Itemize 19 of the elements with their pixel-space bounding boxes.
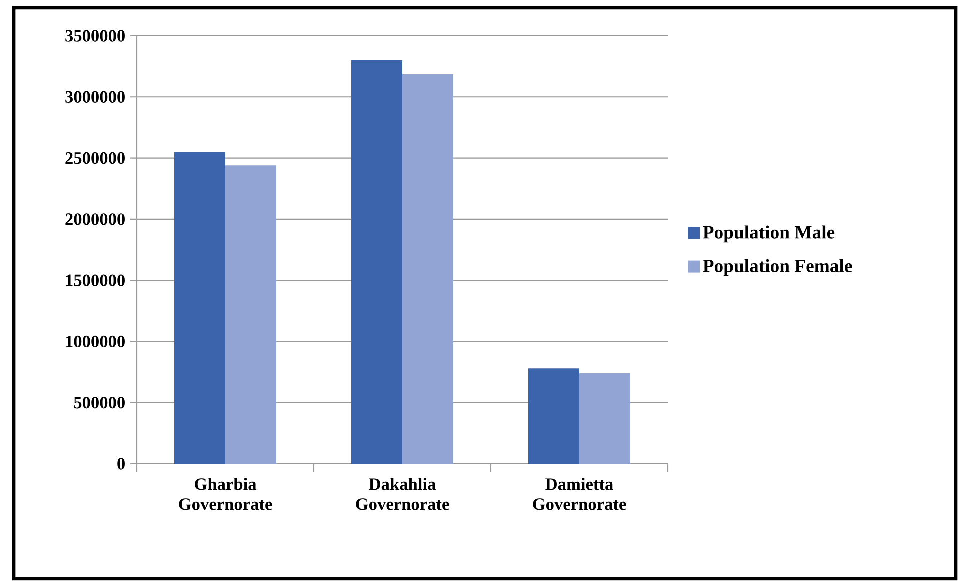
bar [226, 166, 277, 464]
x-tick-label: Gharbia Governorate [179, 478, 272, 510]
x-tick-label: Dakahlia Governorate [356, 478, 450, 510]
bar [580, 373, 630, 464]
y-tick-label: 3500000 [66, 30, 125, 42]
bar [402, 74, 454, 464]
y-tick-label: 2000000 [66, 214, 125, 226]
bar [528, 368, 580, 464]
y-tick-label: 3000000 [66, 91, 125, 103]
x-tick-label: Damietta Governorate [533, 478, 626, 510]
bar [352, 60, 403, 464]
legend-label: Population Female [703, 259, 852, 276]
y-tick-label: 2500000 [66, 152, 125, 164]
y-tick-label: 500000 [74, 397, 125, 409]
y-tick-label: 1000000 [66, 336, 125, 348]
legend-label: Population Male [703, 226, 835, 243]
y-tick-label: 1500000 [66, 274, 125, 286]
bar [174, 152, 226, 464]
y-tick-label: 0 [118, 458, 125, 470]
